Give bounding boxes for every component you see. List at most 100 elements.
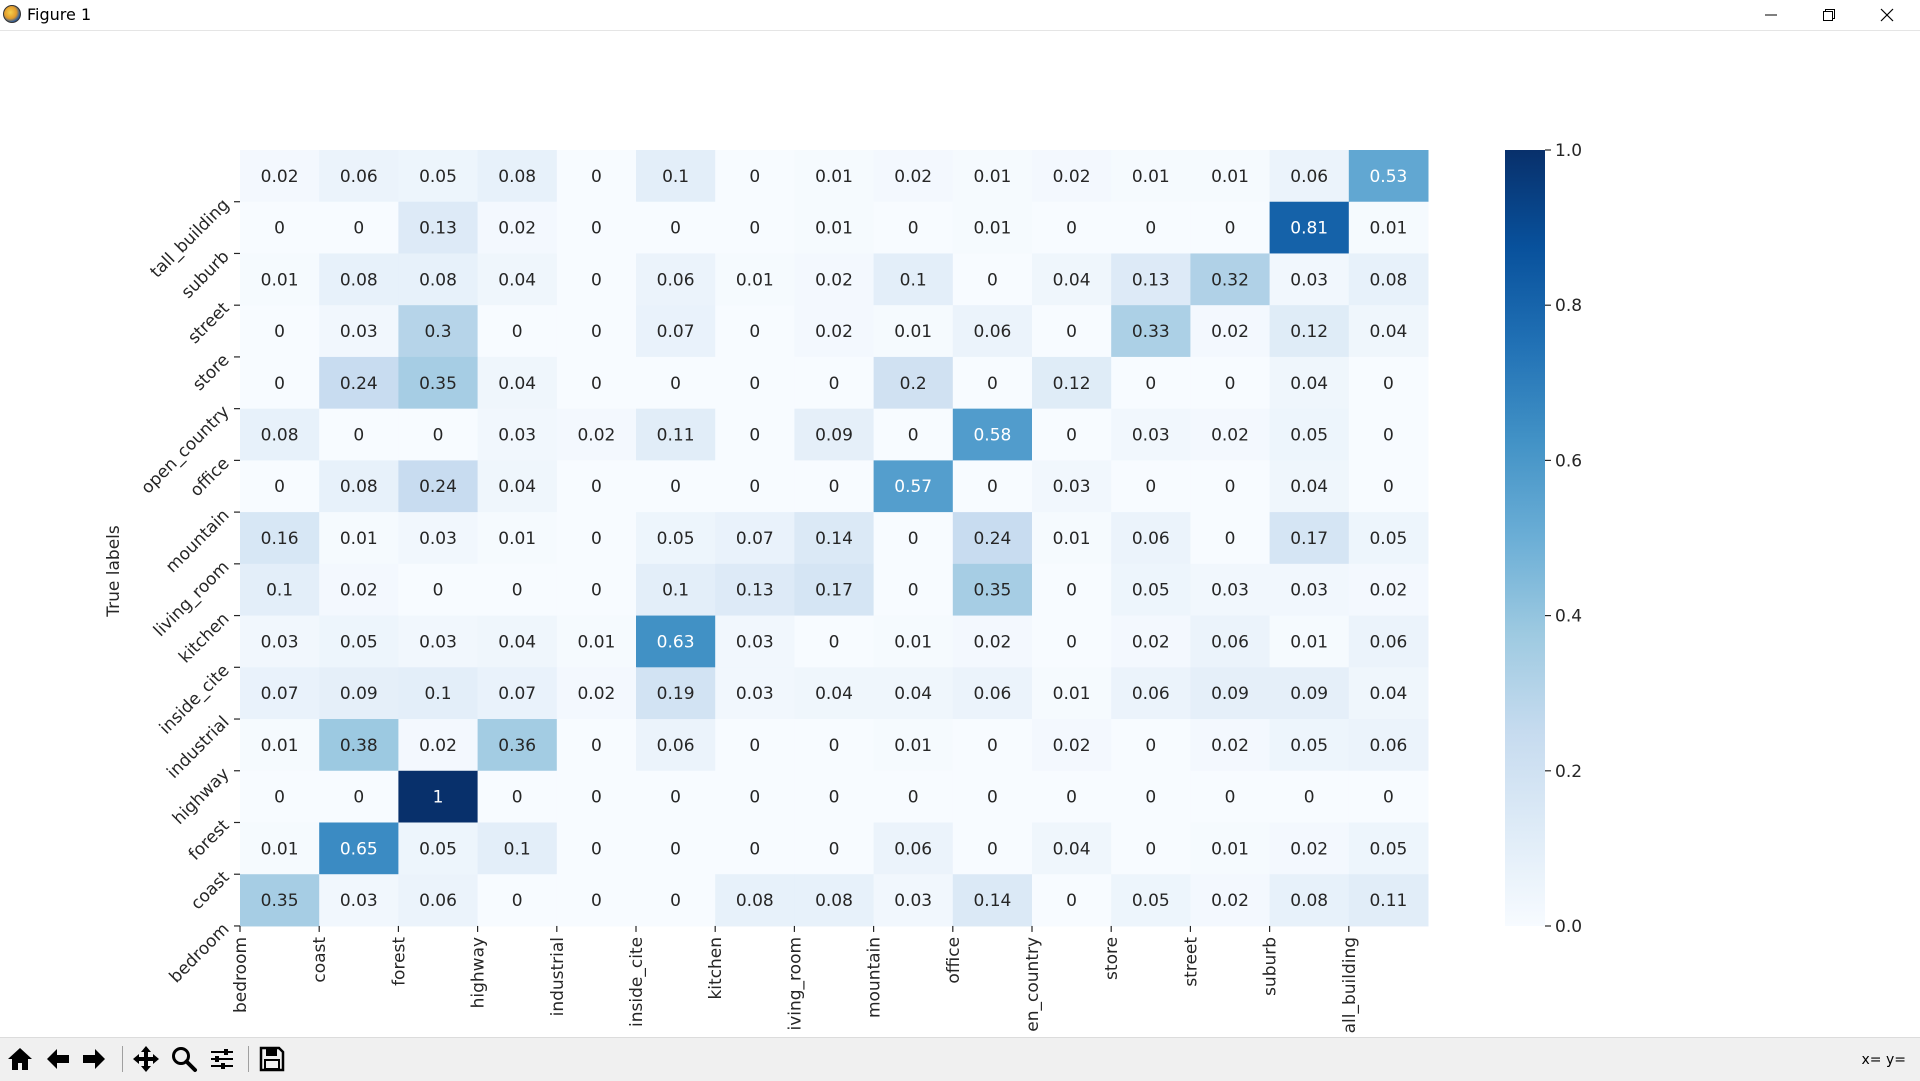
cell-value-label: 0 — [749, 426, 760, 446]
cell-value-label: 0.02 — [1211, 891, 1249, 911]
cell-value-label: 0.13 — [1132, 270, 1170, 290]
heatmap-cell — [1111, 667, 1191, 720]
cell-value-label: 0.19 — [657, 684, 695, 704]
heatmap-cell — [794, 822, 875, 875]
pan-icon — [133, 1046, 159, 1072]
heatmap-cell — [319, 822, 399, 875]
heatmap-cell — [715, 305, 795, 358]
cell-value-label: 0.02 — [1053, 167, 1091, 187]
cell-value-label: 0.01 — [577, 632, 615, 652]
heatmap-cell — [1111, 253, 1191, 306]
cell-value-label: 0.14 — [973, 891, 1011, 911]
colorbar-tick-label: 1.0 — [1555, 141, 1582, 161]
heatmap-chart: 0.02 0.06 0.05 0.08 0 0.1 0 0.01 0.02 0.01 0.02 0.0… — [104, 141, 1582, 1033]
heatmap-cell — [636, 770, 716, 823]
heatmap-cell — [240, 719, 320, 772]
cursor-coordinates: x= y= — [1861, 1052, 1906, 1068]
heatmap-cell — [477, 667, 558, 720]
cell-value-label: 0 — [749, 219, 760, 239]
cell-value-label: 0 — [670, 788, 681, 808]
heatmap-cell — [715, 408, 795, 461]
cell-value-label: 0.1 — [266, 581, 293, 601]
heatmap-cell — [1348, 770, 1429, 823]
cell-value-label: 0.02 — [1211, 322, 1249, 342]
cell-value-label: 0.03 — [340, 891, 378, 911]
forward-button[interactable] — [78, 1043, 110, 1075]
heatmap-cell — [477, 201, 558, 254]
cell-value-label: 0.03 — [419, 529, 457, 549]
cell-value-label: 0.36 — [498, 736, 536, 756]
save-button[interactable] — [256, 1043, 288, 1075]
heatmap-cell — [952, 150, 1033, 203]
heatmap-cell — [794, 305, 875, 358]
cell-value-label: 0 — [1145, 839, 1156, 859]
heatmap-cell — [1032, 201, 1112, 254]
heatmap-cell — [398, 667, 479, 720]
cell-value-label: 0.17 — [1290, 529, 1328, 549]
cell-value-label: 0.05 — [1132, 891, 1170, 911]
cell-value-label: 0 — [1066, 426, 1077, 446]
cell-value-label: 0.65 — [340, 839, 378, 859]
heatmap-cell — [319, 305, 399, 358]
pan-button[interactable] — [130, 1043, 162, 1075]
heatmap-cell — [477, 719, 558, 772]
cell-value-label: 0.02 — [1211, 426, 1249, 446]
minimize-button[interactable] — [1742, 0, 1800, 30]
cell-value-label: 0.01 — [894, 322, 932, 342]
cell-value-label: 0.01 — [1053, 529, 1091, 549]
heatmap-cell — [240, 201, 320, 254]
heatmap-cell — [1032, 253, 1112, 306]
home-button[interactable] — [4, 1043, 36, 1075]
heatmap-cell — [1032, 305, 1112, 358]
heatmap-cell — [952, 201, 1033, 254]
heatmap-cell — [1111, 201, 1191, 254]
heatmap-cell — [1111, 460, 1191, 513]
heatmap-cell — [952, 253, 1033, 306]
colorbar-tick-label: 0.4 — [1555, 607, 1582, 627]
cell-value-label: 0.04 — [815, 684, 853, 704]
heatmap-cell — [1032, 719, 1112, 772]
heatmap-cell — [1348, 615, 1429, 668]
configure-subplots-button[interactable] — [206, 1043, 238, 1075]
heatmap-cell — [1190, 201, 1271, 254]
cell-value-label: 0.01 — [973, 167, 1011, 187]
x-tick-label: coast — [310, 937, 330, 983]
figure-canvas[interactable]: 0.02 0.06 0.05 0.08 0 0.1 0 0.01 0.02 0.01 0.02 0.0… — [0, 31, 1920, 1037]
heatmap-cell — [1032, 874, 1112, 927]
cell-value-label: 0 — [512, 581, 523, 601]
cell-value-label: 0.05 — [1290, 426, 1328, 446]
heatmap-cell — [319, 667, 399, 720]
heatmap-cell — [1111, 615, 1191, 668]
x-tick-label: highway — [469, 937, 489, 1008]
cell-value-label: 0 — [1383, 788, 1394, 808]
heatmap-cell — [477, 563, 558, 617]
x-tick-label: suburb — [1261, 937, 1281, 996]
heatmap-cell — [240, 615, 320, 668]
heatmap-cell — [556, 770, 637, 823]
y-tick-label: coast — [187, 867, 234, 914]
zoom-button[interactable] — [168, 1043, 200, 1075]
cell-value-label: 0 — [591, 891, 602, 911]
cell-value-label: 0.01 — [1369, 219, 1407, 239]
heatmap-cell — [319, 512, 399, 565]
heatmap-cell — [398, 512, 479, 565]
cell-value-label: 0.04 — [498, 374, 536, 394]
heatmap-cell — [715, 615, 795, 668]
heatmap-cell — [636, 719, 716, 772]
heatmap-cell — [952, 770, 1033, 823]
x-tick-label: all_building — [1340, 937, 1360, 1033]
y-axis-ticks: bedroomcoastforesthighwayindustrialinsid… — [137, 195, 240, 987]
back-button[interactable] — [42, 1043, 74, 1075]
heatmap-cell — [1032, 822, 1112, 875]
heatmap-cell — [319, 150, 399, 203]
configure-subplots-icon — [211, 1049, 233, 1069]
cell-value-label: 0 — [591, 839, 602, 859]
cell-value-label: 0.06 — [1211, 632, 1249, 652]
close-button[interactable] — [1858, 0, 1916, 30]
cell-value-label: 0 — [274, 219, 285, 239]
cell-value-label: 0 — [908, 529, 919, 549]
cell-value-label: 0.24 — [973, 529, 1011, 549]
cell-value-label: 0 — [987, 477, 998, 497]
cell-value-label: 0.01 — [340, 529, 378, 549]
restore-button[interactable] — [1800, 0, 1858, 30]
